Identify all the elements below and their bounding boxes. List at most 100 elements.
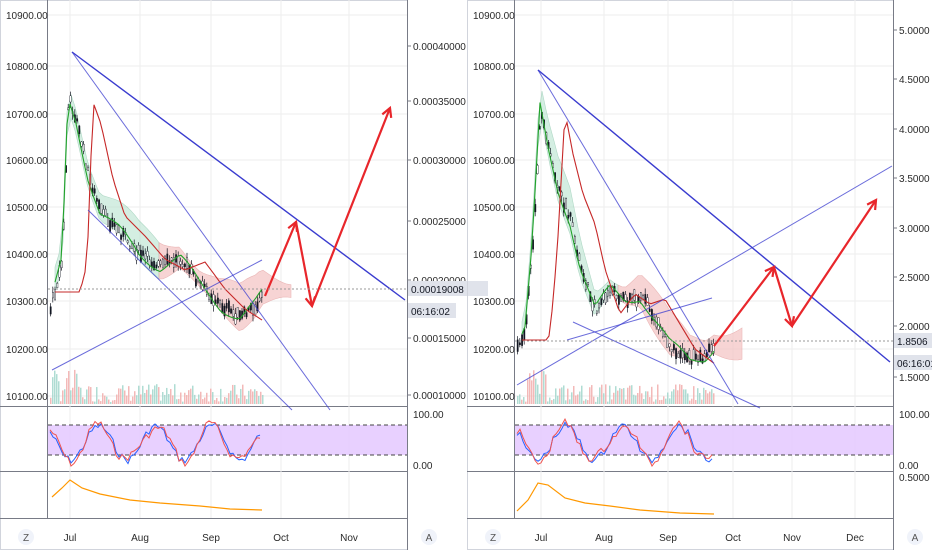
volume-bar [675, 384, 677, 404]
volume-bar [619, 388, 621, 404]
stoch-d-line [49, 420, 261, 467]
time-tick-label: Oct [725, 533, 741, 544]
candle-body [258, 297, 261, 302]
time-tick-label: Nov [783, 533, 801, 544]
volume-bar [633, 394, 635, 404]
volume-bar [599, 387, 601, 404]
countdown-label: 06:16:02 [411, 307, 450, 318]
arrow-head [381, 105, 393, 119]
candle-body [56, 283, 59, 288]
candle-body [618, 294, 620, 305]
volume-bar [72, 387, 74, 404]
volume-bar [110, 401, 112, 404]
volume-bar [144, 393, 146, 404]
oscillator-tick-label: 0.5000 [899, 473, 930, 484]
volume-bar [551, 400, 553, 404]
volume-bar [76, 373, 78, 404]
volume-bar [186, 394, 188, 404]
left-chart-panel[interactable]: 10900.00 10800.00 10700.00 10600.00 10500.00… [0, 0, 488, 550]
candle-body [261, 291, 263, 298]
auto-scale-button-bg[interactable] [421, 529, 437, 545]
volume-bar [208, 401, 210, 404]
volume-bar [571, 392, 573, 404]
candle-body [236, 307, 239, 318]
volume-bar [557, 395, 559, 404]
volume-bar [645, 391, 647, 404]
candle-body [181, 264, 184, 268]
candle-body [128, 246, 131, 249]
volume-bar [184, 392, 186, 404]
volume-bar [601, 384, 603, 404]
volume-bar [663, 396, 665, 404]
volume-bar [188, 390, 190, 404]
stoch-k-line [516, 421, 713, 464]
volume-bar [583, 400, 585, 404]
volume-bar [617, 390, 619, 404]
volume-bar [643, 398, 645, 404]
candle-body [214, 299, 217, 304]
volume-bar [621, 388, 623, 404]
candle-body [668, 343, 671, 347]
panel-frame [467, 0, 894, 550]
right-chart-panel[interactable]: 10900.00 10800.00 10700.00 10600.00 10500.00… [467, 0, 932, 550]
candle-body [629, 292, 631, 301]
time-tick-label: Jul [64, 533, 77, 544]
candle-body [664, 334, 667, 337]
price-tick-label: 10600.00 [6, 156, 48, 167]
zoom-button: Z [23, 533, 29, 544]
secondary-tick-label: 0.00035000 [413, 97, 466, 108]
candle-body [607, 289, 609, 297]
volume-bar [160, 400, 162, 404]
candle-body [609, 291, 612, 296]
candle-body [216, 297, 219, 304]
secondary-tick-label: 0.00015000 [413, 334, 466, 345]
secondary-tick-label: 0.00040000 [413, 42, 466, 53]
volume-bar [549, 397, 551, 404]
projection-arrow-path [713, 199, 877, 347]
price-tick-label: 10800.00 [473, 62, 515, 73]
candle-body [166, 253, 169, 265]
candle-body [100, 203, 103, 214]
zoom-button-bg[interactable] [485, 529, 501, 545]
volume-bar [242, 384, 244, 404]
volume-bar [521, 399, 523, 404]
volume-bar [96, 387, 98, 404]
volume-bar [172, 395, 174, 404]
volume-bar [132, 396, 134, 404]
candle-body [131, 243, 133, 249]
volume-bar [669, 398, 671, 404]
volume-bar [641, 393, 643, 404]
price-tick-label: 10500.00 [473, 203, 515, 214]
volume-bar [262, 394, 264, 404]
volume-bar [182, 401, 184, 404]
time-tick-label: Dec [846, 533, 864, 544]
candle-body [519, 342, 521, 346]
volume-bar [607, 401, 609, 404]
secondary-tick-label: 3.5000 [899, 174, 930, 185]
candle-body [695, 353, 697, 360]
volume-bar [711, 389, 713, 404]
trend-line [537, 69, 739, 405]
time-tick-label: Oct [273, 533, 289, 544]
candle-body [677, 353, 680, 358]
volume-bar [178, 398, 180, 404]
volume-bar [146, 389, 148, 404]
candle-body [692, 349, 695, 360]
volume-bar [150, 394, 152, 404]
zoom-button-bg[interactable] [18, 529, 34, 545]
candle-body [146, 250, 149, 257]
volume-bar [681, 384, 683, 404]
volume-bar [252, 391, 254, 404]
volume-bar [693, 386, 695, 404]
volume-bar [647, 391, 649, 404]
volume-bar [136, 395, 138, 404]
volume-bar [635, 395, 637, 404]
auto-scale-button-bg[interactable] [907, 529, 923, 545]
volume-bar [631, 385, 633, 404]
volume-bar [569, 399, 571, 404]
arrow-head [866, 198, 878, 211]
secondary-tick-label: 0.00030000 [413, 156, 466, 167]
trend-line [71, 51, 331, 411]
volume-bar [661, 399, 663, 404]
volume-bar [140, 394, 142, 404]
